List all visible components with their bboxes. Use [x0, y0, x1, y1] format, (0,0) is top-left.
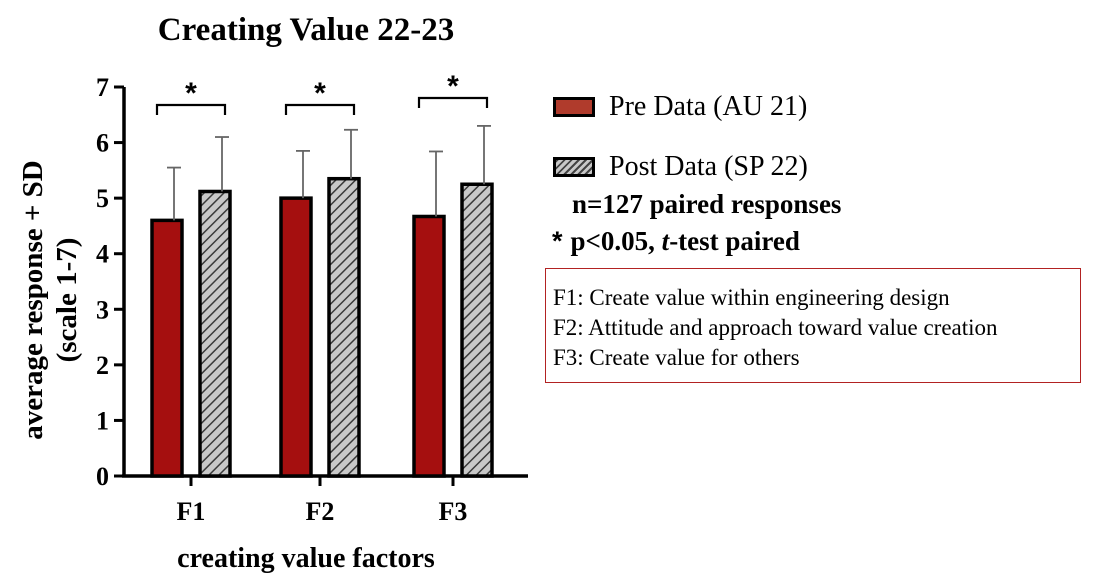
y-tick-label: 4 [96, 240, 109, 269]
y-tick-label: 0 [96, 462, 109, 491]
bar-pre [412, 214, 446, 478]
significance-bracket [155, 103, 227, 115]
significance-text-b: -test paired [669, 226, 800, 256]
legend-label-pre: Pre Data (AU 21) [609, 91, 808, 122]
significance-marker: * [314, 77, 326, 110]
chart-title: Creating Value 22-23 [158, 12, 454, 48]
legend-swatch-post [553, 157, 595, 177]
x-tick-label: F3 [439, 497, 468, 526]
significance-star: * [552, 226, 563, 256]
legend-swatch-pre [553, 97, 595, 117]
significance-marker: * [185, 77, 197, 110]
x-tick-label: F1 [177, 497, 206, 526]
bar-post [460, 182, 494, 478]
y-tick-label: 6 [96, 129, 109, 158]
sample-size-note: n=127 paired responses [572, 189, 842, 219]
significance-bracket [417, 96, 489, 108]
y-tick-label: 1 [96, 406, 109, 435]
y-tick-label: 5 [96, 184, 109, 213]
legend-item-pre: Pre Data (AU 21) [553, 88, 808, 126]
factor-definition-f3: F3: Create value for others [553, 345, 800, 370]
factor-definitions-box: F1: Create value within engineering desi… [545, 268, 1081, 383]
legend-label-post: Post Data (SP 22) [609, 151, 808, 182]
x-axis-label: creating value factors [177, 543, 435, 574]
factor-definition-f1: F1: Create value within engineering desi… [553, 285, 950, 310]
legend-item-post: Post Data (SP 22) [553, 148, 808, 186]
bar-post [198, 189, 232, 478]
legend: Pre Data (AU 21) Post Data (SP 22) [553, 88, 808, 208]
y-tick-label: 2 [96, 351, 109, 380]
significance-text-italic: t [661, 226, 670, 256]
bar-chart: Creating Value 22-23 average response + … [17, 12, 528, 574]
significance-bracket [284, 103, 356, 115]
significance-marker: * [447, 70, 459, 103]
bar-pre [150, 218, 184, 478]
y-axis-label-line1: average response + SD [17, 160, 49, 439]
y-tick-label: 3 [96, 295, 109, 324]
significance-text-a: p<0.05, [570, 226, 662, 256]
y-tick-label: 7 [96, 73, 109, 102]
factor-definition-f2: F2: Attitude and approach toward value c… [553, 315, 998, 340]
y-axis-label-line2: (scale 1-7) [51, 238, 83, 363]
bar-post [327, 176, 361, 478]
bar-pre [279, 196, 313, 478]
significance-note: * p<0.05, t-test paired [552, 226, 800, 257]
x-tick-label: F2 [306, 497, 335, 526]
